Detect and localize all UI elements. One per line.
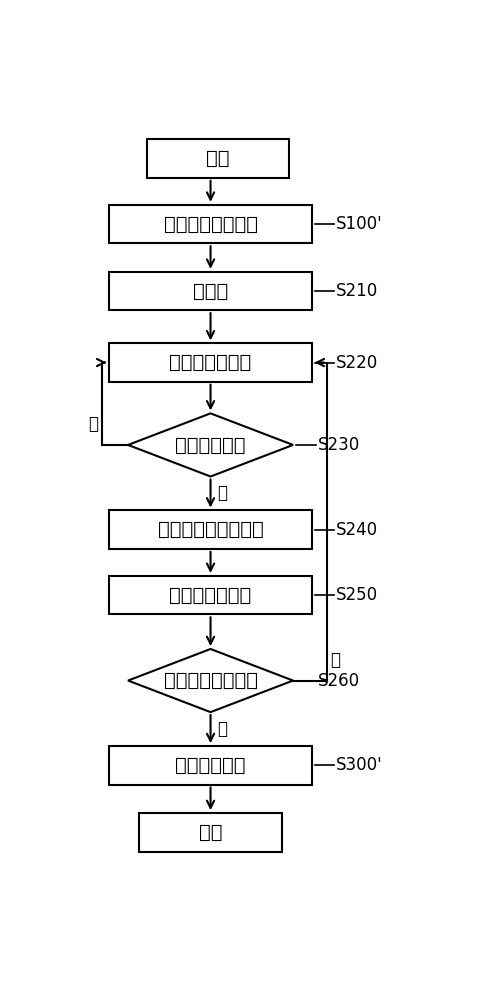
Text: 建立三维空间模型: 建立三维空间模型 [164,214,257,233]
Text: S260: S260 [318,672,360,690]
Bar [139,813,282,852]
Text: 是: 是 [217,720,227,738]
Text: 是: 是 [217,484,227,502]
Text: 是否到达终点: 是否到达终点 [175,435,246,454]
Text: 全局信息素更新: 全局信息素更新 [169,586,252,605]
Text: 记录走过的节点信息: 记录走过的节点信息 [158,520,263,539]
Text: S100': S100' [336,215,383,233]
Bar [109,746,312,785]
Text: S230: S230 [318,436,360,454]
Text: 否: 否 [88,415,98,433]
Bar [109,343,312,382]
Text: S250: S250 [336,586,378,604]
Text: 初始化: 初始化 [193,281,228,300]
Text: 否: 否 [331,651,341,669]
Text: 是否最大迭代次数: 是否最大迭代次数 [164,671,257,690]
Text: 记录最优路径: 记录最优路径 [175,756,246,775]
Bar [109,205,312,243]
Text: S240: S240 [336,521,378,539]
Polygon shape [128,649,293,712]
Bar [109,272,312,310]
Text: 水下航行器行走: 水下航行器行走 [169,353,252,372]
Text: S300': S300' [336,756,383,774]
Text: 结束: 结束 [199,823,222,842]
Bar [147,139,289,178]
Text: 开始: 开始 [206,149,230,168]
Bar [109,576,312,614]
Text: S220: S220 [336,354,378,372]
Text: S210: S210 [336,282,378,300]
Polygon shape [128,413,293,477]
Bar [109,510,312,549]
